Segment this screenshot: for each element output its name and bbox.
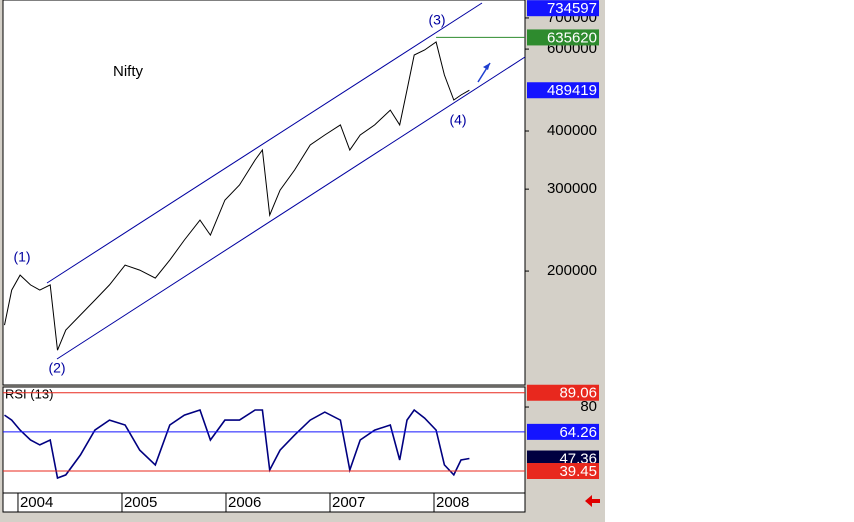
level-box xyxy=(527,0,599,17)
level-box xyxy=(527,82,599,99)
x-tick-label: 2004 xyxy=(20,494,53,511)
level-label: 64.26 xyxy=(559,424,597,441)
level-box xyxy=(527,29,599,46)
level-label: 734597 xyxy=(547,0,597,17)
level-label: 489419 xyxy=(547,82,597,99)
annotation: (4) xyxy=(449,112,466,128)
channel-lower xyxy=(56,56,526,360)
annotation: (2) xyxy=(48,360,65,376)
y-tick-label: 200000 xyxy=(547,262,597,279)
x-tick-label: 2008 xyxy=(436,494,469,511)
level-label: 635620 xyxy=(547,29,597,46)
chart-title: Nifty xyxy=(113,63,144,80)
arrow-head xyxy=(483,63,490,70)
annotation: (1) xyxy=(13,249,30,265)
y-tick-label: 80 xyxy=(580,398,597,415)
level-label: 89.06 xyxy=(559,385,597,402)
level-label: 39.45 xyxy=(559,463,597,480)
rsi-panel xyxy=(2,386,526,494)
x-axis xyxy=(2,492,526,513)
channel-upper xyxy=(46,2,483,284)
x-tick-label: 2007 xyxy=(332,494,365,511)
rsi-title: RSI (13) xyxy=(5,386,53,401)
level-box xyxy=(527,423,599,440)
price-panel xyxy=(2,0,526,386)
y-tick-label: 400000 xyxy=(547,122,597,139)
annotation: (3) xyxy=(428,12,445,28)
x-tick-label: 2006 xyxy=(228,494,261,511)
scroll-arrow[interactable] xyxy=(585,495,600,507)
rsi-line xyxy=(4,408,470,480)
price-line xyxy=(4,41,470,351)
level-box xyxy=(527,462,599,479)
y-tick-label: 300000 xyxy=(547,180,597,197)
x-tick-label: 2005 xyxy=(124,494,157,511)
level-box xyxy=(527,450,599,467)
level-box xyxy=(527,384,599,401)
